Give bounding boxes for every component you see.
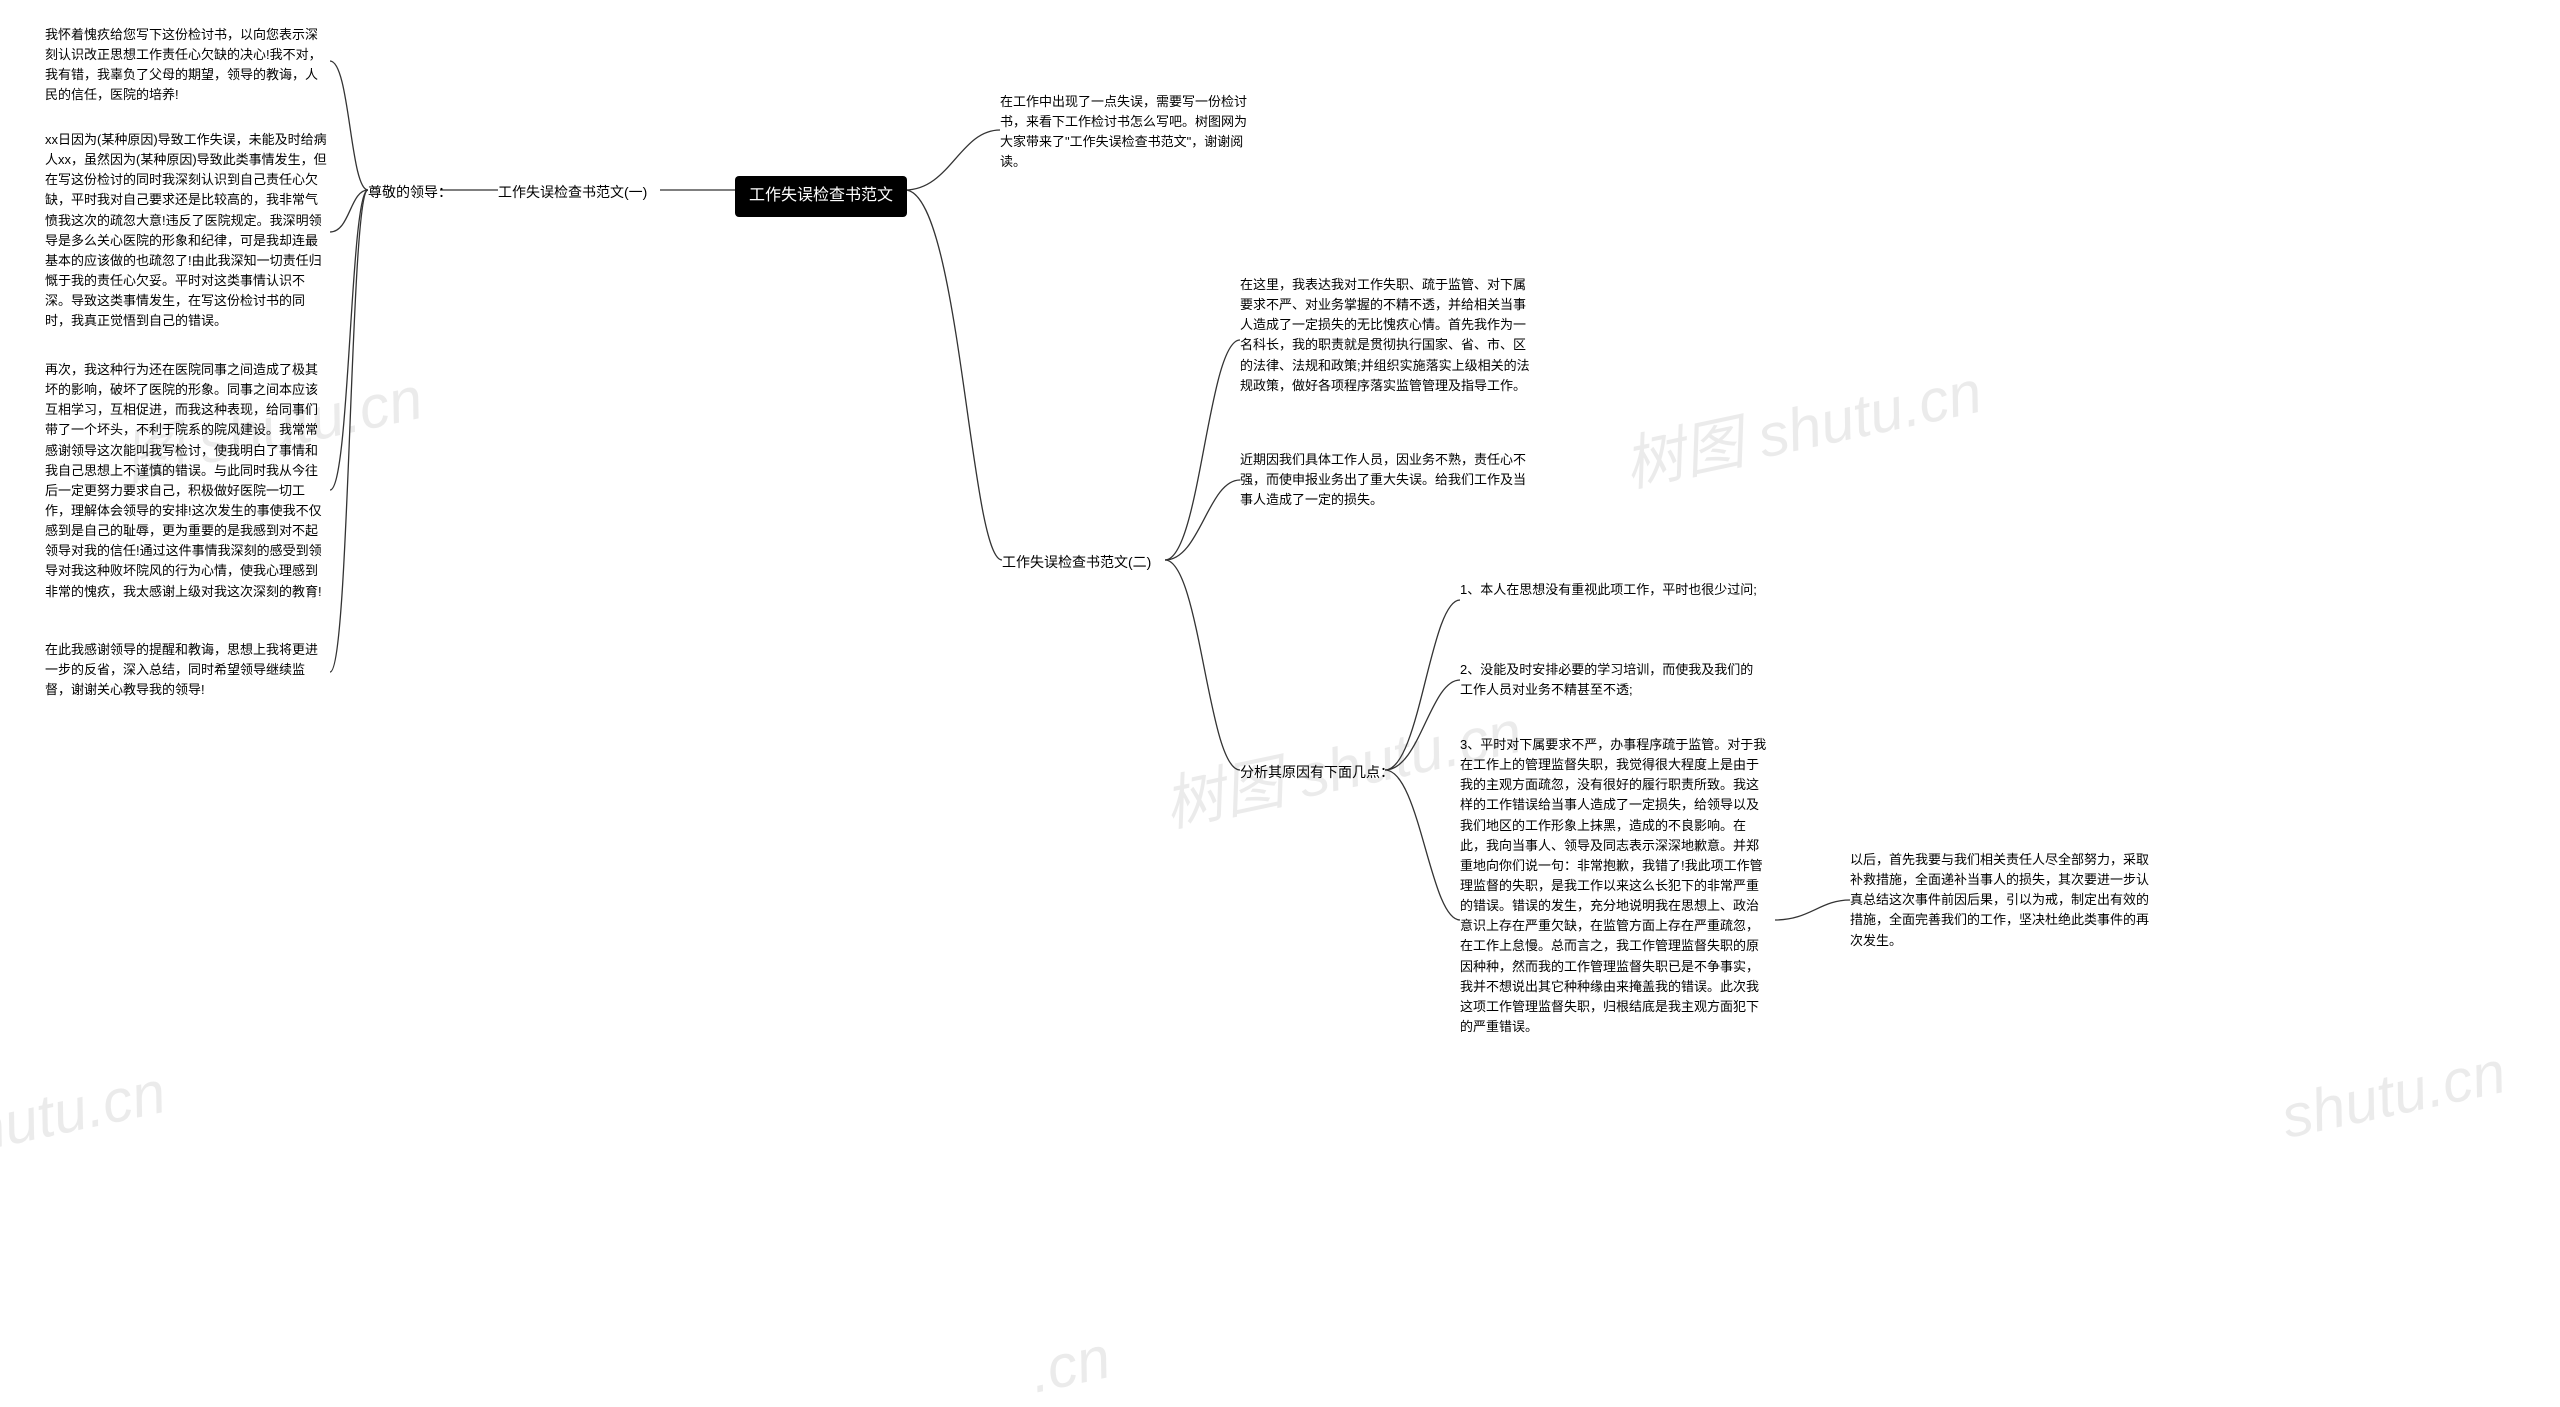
- mindmap-connectors: [0, 0, 2560, 1405]
- left-leaf: 我怀着愧疚给您写下这份检讨书，以向您表示深刻认识改正思想工作责任心欠缺的决心!我…: [45, 25, 330, 106]
- left-leaf: 在此我感谢领导的提醒和教诲，思想上我将更进一步的反省，深入总结，同时希望领导继续…: [45, 640, 330, 700]
- intro-text: 在工作中出现了一点失误，需要写一份检讨书，来看下工作检讨书怎么写吧。树图网为大家…: [1000, 92, 1255, 173]
- left-branch-label: 工作失误检查书范文(一): [498, 182, 647, 204]
- reason-item: 2、没能及时安排必要的学习培训，而使我及我们的工作人员对业务不精甚至不透;: [1460, 660, 1760, 700]
- reason-item: 1、本人在思想没有重视此项工作，平时也很少过问;: [1460, 580, 1760, 600]
- right-leaf: 在这里，我表达我对工作失职、疏于监管、对下属要求不严、对业务掌握的不精不透，并给…: [1240, 275, 1530, 396]
- mindmap-root: 工作失误检查书范文: [735, 176, 907, 217]
- reasons-label: 分析其原因有下面几点：: [1240, 762, 1394, 784]
- watermark: .cn: [1024, 1322, 1117, 1406]
- left-leaf: xx日因为(某种原因)导致工作失误，未能及时给病人xx，虽然因为(某种原因)导致…: [45, 130, 330, 331]
- left-leaf: 再次，我这种行为还在医院同事之间造成了极其坏的影响，破坏了医院的形象。同事之间本…: [45, 360, 330, 602]
- watermark: 树图 shutu.cn: [1615, 343, 1989, 504]
- conclusion-text: 以后，首先我要与我们相关责任人尽全部努力，采取补救措施，全面递补当事人的损失，其…: [1850, 850, 2150, 951]
- left-sub-label: 尊敬的领导：: [368, 182, 452, 204]
- right-branch-label: 工作失误检查书范文(二): [1002, 552, 1151, 574]
- reason-item: 3、平时对下属要求不严，办事程序疏于监管。对于我在工作上的管理监督失职，我觉得很…: [1460, 735, 1770, 1037]
- watermark: shutu.cn: [2275, 1037, 2511, 1152]
- watermark: shutu.cn: [0, 1057, 172, 1172]
- right-leaf: 近期因我们具体工作人员，因业务不熟，责任心不强，而使申报业务出了重大失误。给我们…: [1240, 450, 1530, 510]
